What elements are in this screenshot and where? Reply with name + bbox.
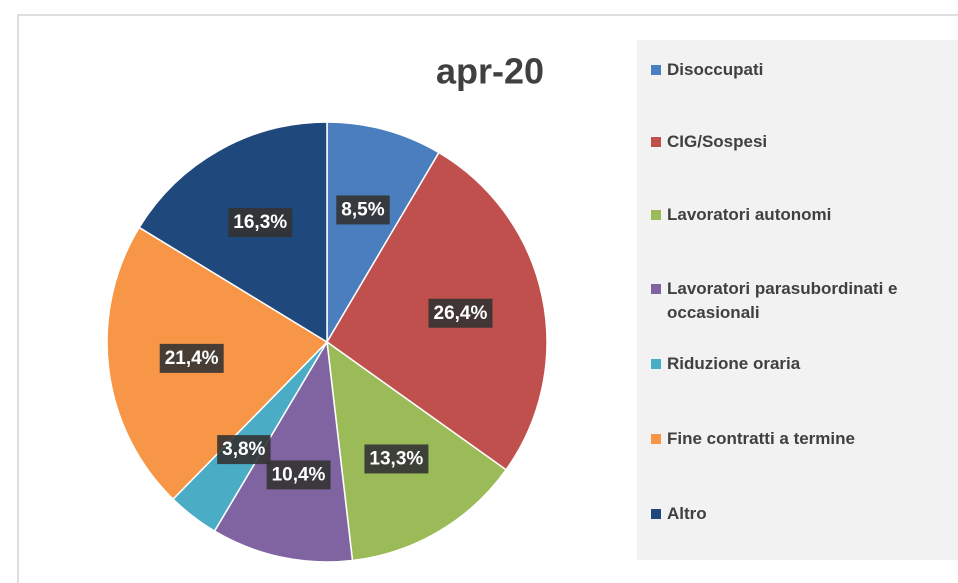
data-label: 16,3% [233,212,287,233]
data-label: 3,8% [222,439,265,460]
legend-label: Lavoratori parasubordinati e occasionali [667,279,898,322]
data-label: 26,4% [434,303,488,324]
data-label: 13,3% [369,448,423,469]
pie-slice [213,339,354,563]
legend-swatch [651,284,661,294]
legend-item: Altro [651,502,951,526]
legend-swatch [651,359,661,369]
legend-item: CIG/Sospesi [651,130,951,154]
legend-item: Riduzione oraria [651,352,951,376]
legend-swatch [651,210,661,220]
legend-item: Lavoratori autonomi [651,203,951,227]
pie-slice [326,121,440,345]
data-label: 10,4% [272,464,326,485]
legend-label: Disoccupati [667,60,764,79]
legend-item: Disoccupati [651,58,951,82]
data-label-box [228,208,293,238]
legend-swatch [651,434,661,444]
legend-swatch [651,65,661,75]
data-label-box [364,444,429,474]
legend-swatch [651,509,661,519]
data-label-box [159,343,224,373]
legend-swatch [651,137,661,147]
chart-title: apr-20 [436,51,544,92]
legend: Disoccupati CIG/Sospesi Lavoratori autonom… [637,40,958,560]
data-label-box [217,435,271,465]
data-label: 8,5% [341,199,384,220]
legend-item: Lavoratori parasubordinati e occasionali [651,277,951,325]
data-label-box [336,195,390,225]
legend-label: Lavoratori autonomi [667,205,832,224]
chart-border [17,14,958,583]
legend-label: Riduzione oraria [667,354,801,373]
data-label-box [428,298,493,328]
legend-label: CIG/Sospesi [667,132,768,151]
data-label-box [266,460,331,490]
legend-label: Fine contratti a termine [667,429,855,448]
data-label: 21,4% [165,348,219,369]
legend-item: Fine contratti a termine [651,427,951,451]
legend-label: Altro [667,504,707,523]
